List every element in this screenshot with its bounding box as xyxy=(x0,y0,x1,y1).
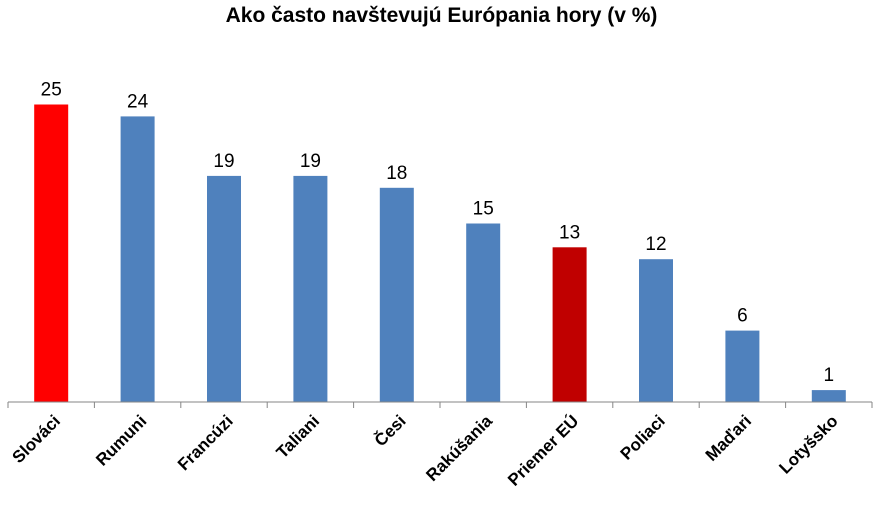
data-label: 15 xyxy=(473,199,494,220)
category-label: Česi xyxy=(371,411,410,450)
data-label: 1 xyxy=(824,365,835,386)
bar xyxy=(34,104,69,402)
category-label: Slováci xyxy=(8,411,64,467)
bar xyxy=(293,175,328,402)
category-label: Priemer EÚ xyxy=(504,411,582,489)
bar xyxy=(811,390,846,402)
data-label: 12 xyxy=(645,234,666,255)
data-label: 6 xyxy=(737,306,748,327)
category-label: Rakúšania xyxy=(422,411,496,485)
chart-title: Ako často navštevujú Európania hory (v %… xyxy=(225,4,658,27)
category-label: Rumuni xyxy=(92,411,150,469)
category-label: Maďari xyxy=(702,411,755,464)
category-label: Poliaci xyxy=(617,411,669,463)
category-label: Taliani xyxy=(273,411,324,462)
bar xyxy=(466,223,501,402)
bar xyxy=(379,187,414,402)
bar xyxy=(120,116,155,403)
data-label: 18 xyxy=(386,163,407,184)
bar xyxy=(207,175,241,402)
category-label: Francúzi xyxy=(174,411,237,474)
data-label: 13 xyxy=(559,222,580,243)
data-label: 19 xyxy=(300,151,321,172)
data-label: 25 xyxy=(41,80,62,101)
data-label: 24 xyxy=(127,91,149,112)
category-label: Lotyšsko xyxy=(775,411,841,477)
bar xyxy=(639,259,673,402)
bar xyxy=(725,330,760,402)
data-label: 19 xyxy=(213,151,234,172)
bar xyxy=(552,247,587,402)
